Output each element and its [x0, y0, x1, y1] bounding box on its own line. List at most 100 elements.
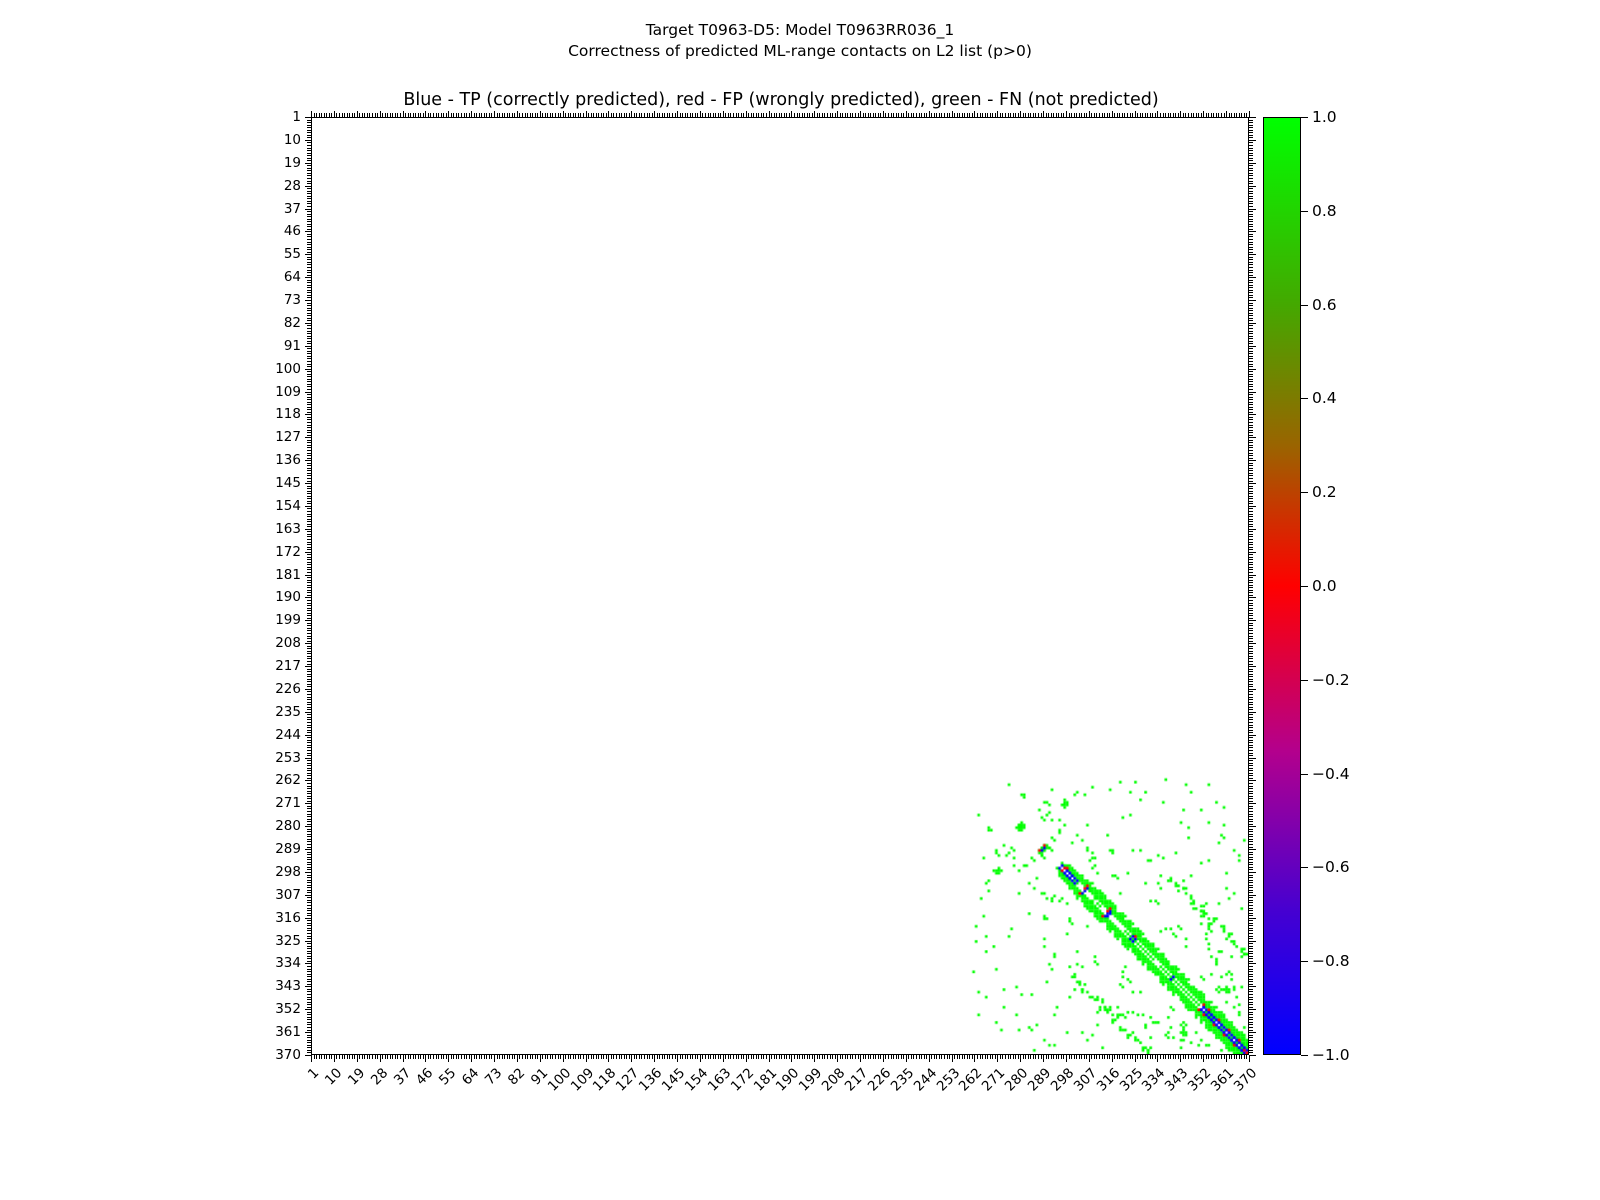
x-axis-minor-tick [1119, 1055, 1121, 1059]
y-axis-tick-label: 82 [283, 314, 301, 331]
x-axis-minor-tick [1022, 1055, 1024, 1059]
y-axis-right-minor-tick [1249, 760, 1253, 762]
x-axis-minor-tick [344, 1055, 346, 1059]
x-axis-minor-tick [819, 1055, 821, 1059]
x-axis-tick-label: 136 [635, 1065, 666, 1095]
x-axis-minor-tick [979, 1055, 981, 1059]
y-axis-right-minor-tick [1249, 249, 1253, 251]
x-axis-minor-tick [1004, 1055, 1006, 1059]
x-axis-minor-tick [595, 1055, 597, 1059]
y-axis-right-minor-tick [1249, 477, 1253, 479]
y-axis-right-minor-tick [1249, 1011, 1253, 1013]
y-axis-right-minor-tick [1249, 175, 1253, 177]
x-axis-minor-tick [626, 1055, 628, 1059]
x-axis-minor-tick [318, 1055, 320, 1059]
y-axis-right-minor-tick [1249, 264, 1253, 266]
y-axis-right-minor-tick [1249, 805, 1253, 807]
y-axis-right-minor-tick [1249, 152, 1253, 154]
y-axis-right-minor-tick [1249, 442, 1253, 444]
x-axis-minor-tick [605, 1055, 607, 1059]
y-axis-right-minor-tick [1249, 607, 1253, 609]
x-axis-tick-label: 280 [1001, 1065, 1032, 1095]
x-axis-minor-tick [796, 1055, 798, 1059]
x-axis-minor-tick [854, 1055, 856, 1059]
x-axis-minor-tick [870, 1055, 872, 1059]
x-axis-minor-tick [1241, 1055, 1243, 1059]
y-axis-right-minor-tick [1249, 846, 1253, 848]
x-axis-minor-tick [918, 1055, 920, 1059]
x-axis-minor-tick [1187, 1055, 1189, 1059]
x-axis-minor-tick [921, 1055, 923, 1059]
x-axis-tick-label: 82 [504, 1065, 529, 1089]
x-axis-minor-tick [415, 1055, 417, 1059]
x-axis-minor-tick [931, 1055, 933, 1059]
x-axis-minor-tick [852, 1055, 854, 1059]
y-axis-right-minor-tick [1249, 605, 1253, 607]
y-axis-right-minor-tick [1249, 371, 1253, 373]
contact-map-matrix [312, 118, 1248, 1054]
y-axis-right-minor-tick [1249, 541, 1253, 543]
x-axis-minor-tick [560, 1055, 562, 1059]
x-axis-minor-tick [811, 1055, 813, 1059]
y-axis-right-minor-tick [1249, 988, 1253, 990]
y-axis-right-minor-tick [1249, 129, 1253, 131]
x-axis-minor-tick [374, 1055, 376, 1059]
y-axis-right-minor-tick [1249, 327, 1253, 329]
colorbar-tick-label: 0.6 [1312, 295, 1337, 314]
x-axis-minor-tick [842, 1055, 844, 1059]
y-axis-right-minor-tick [1249, 566, 1253, 568]
x-axis-minor-tick [1142, 1055, 1144, 1059]
y-axis-right-major-tick [1249, 117, 1256, 118]
x-axis-minor-tick [483, 1055, 485, 1059]
x-axis-minor-tick [1175, 1055, 1177, 1059]
y-axis-right-major-tick [1249, 963, 1256, 965]
y-axis-right-minor-tick [1249, 790, 1253, 792]
y-axis-right-minor-tick [1249, 579, 1253, 581]
x-axis-major-tick [562, 1055, 564, 1062]
y-axis-tick-label: 73 [283, 292, 301, 309]
x-axis-minor-tick [1038, 1055, 1039, 1059]
x-axis-minor-tick [801, 1055, 803, 1059]
x-axis-minor-tick [1205, 1055, 1207, 1059]
x-axis-major-tick [333, 1055, 335, 1062]
y-axis-right-minor-tick [1249, 709, 1253, 711]
y-axis-right-minor-tick [1249, 381, 1253, 383]
y-axis-right-minor-tick [1249, 518, 1253, 520]
y-axis-right-minor-tick [1249, 330, 1253, 332]
x-axis-minor-tick [880, 1055, 882, 1059]
x-axis-minor-tick [519, 1055, 521, 1059]
x-axis-minor-tick [847, 1055, 849, 1059]
y-axis-right-minor-tick [1249, 470, 1253, 472]
y-axis-right-major-tick [1249, 666, 1256, 668]
y-axis-tick-label: 235 [275, 703, 301, 720]
y-axis-right-minor-tick [1249, 953, 1253, 955]
x-axis-minor-tick [982, 1055, 984, 1059]
x-axis-minor-tick [549, 1055, 551, 1059]
x-axis-minor-tick [377, 1055, 379, 1059]
y-axis-right-minor-tick [1249, 714, 1253, 716]
y-axis-right-minor-tick [1249, 490, 1253, 492]
x-axis-major-tick [631, 1055, 633, 1062]
x-axis-minor-tick [829, 1055, 831, 1059]
x-axis-minor-tick [567, 1055, 569, 1059]
x-axis-minor-tick [893, 1055, 895, 1059]
x-axis-minor-tick [689, 1055, 691, 1059]
y-axis-right-minor-tick [1249, 866, 1253, 868]
x-axis-major-tick [448, 1055, 450, 1062]
x-axis-minor-tick [440, 1055, 442, 1059]
x-axis-minor-tick [1137, 1055, 1139, 1059]
y-axis-right-minor-tick [1249, 122, 1253, 124]
x-axis-tick-label: 325 [1116, 1065, 1146, 1095]
y-axis-right-minor-tick [1249, 335, 1253, 337]
x-axis-minor-tick [1238, 1055, 1240, 1059]
y-axis-right-minor-tick [1249, 948, 1253, 950]
y-axis-right-minor-tick [1249, 1052, 1253, 1054]
x-axis-minor-tick [1060, 1055, 1062, 1059]
y-axis-right-minor-tick [1249, 180, 1253, 182]
y-axis-right-minor-tick [1249, 633, 1253, 635]
x-axis-minor-tick [1106, 1055, 1108, 1059]
x-axis-minor-tick [661, 1055, 663, 1059]
y-axis-right-minor-tick [1249, 991, 1253, 993]
y-axis-right-major-tick [1249, 597, 1256, 599]
x-axis-minor-tick [987, 1055, 989, 1059]
